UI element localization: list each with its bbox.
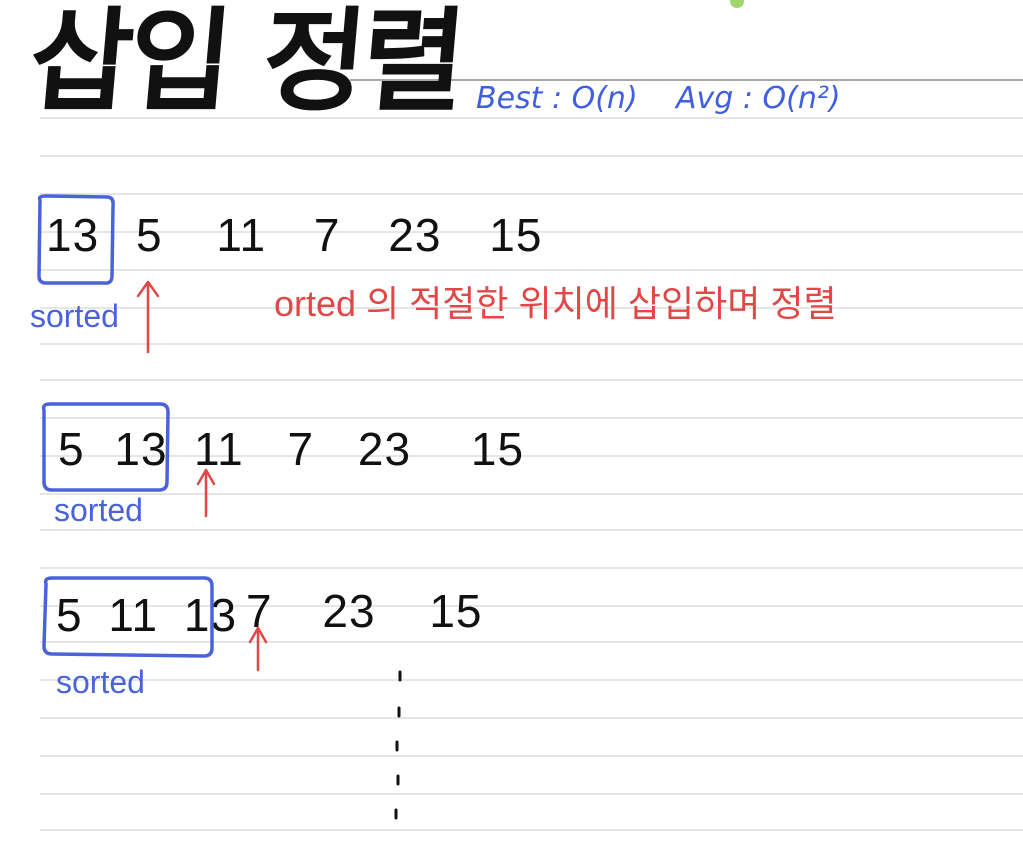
row-3-unsorted-values: 7 23 15 <box>246 588 483 634</box>
row-3-sorted-value: 13 <box>183 589 238 641</box>
row-3-value: 15 <box>429 585 483 637</box>
row-3-sorted-value: 11 <box>108 589 159 641</box>
row-1-current-value: 5 <box>136 209 163 261</box>
row-3-sorted-label: sorted <box>56 664 145 700</box>
row-3-sorted-values: 5 11 13 <box>56 592 237 638</box>
row-2-value: 7 <box>287 423 315 475</box>
row-1-value: 11 <box>216 209 267 261</box>
row-1-sorted-values: 13 <box>46 212 99 258</box>
row-3-sorted-value: 5 <box>56 589 83 641</box>
row-3-value: 23 <box>322 585 376 637</box>
row-2-current-value: 11 <box>194 423 244 475</box>
green-dot <box>730 0 744 8</box>
avg-complexity: Avg : O(n²) <box>676 81 841 116</box>
row-1-value: 23 <box>388 209 442 261</box>
row-1-sorted-label: sorted <box>30 298 119 334</box>
row-1-value: 7 <box>313 209 341 261</box>
row-1-value: 15 <box>489 209 543 261</box>
insertion-note: orted 의 적절한 위치에 삽입하며 정렬 <box>274 283 837 324</box>
best-complexity: Best : O(n) <box>476 81 638 116</box>
row-1-unsorted-values: 5 11 7 23 15 <box>136 212 542 258</box>
page-title: 삽입 정렬 <box>24 0 467 127</box>
row-3-current-value: 7 <box>246 585 273 637</box>
row-2-unsorted-values: 11 7 23 15 <box>194 426 524 472</box>
row-2-sorted-value: 13 <box>114 423 168 475</box>
row-2-value: 23 <box>357 423 412 475</box>
row-2-sorted-values: 5 13 <box>58 426 168 472</box>
row-1-sorted-value: 13 <box>46 209 100 261</box>
row-2-value: 15 <box>470 423 525 475</box>
row-2-sorted-value: 5 <box>58 423 85 475</box>
row-2-sorted-label: sorted <box>54 492 143 528</box>
